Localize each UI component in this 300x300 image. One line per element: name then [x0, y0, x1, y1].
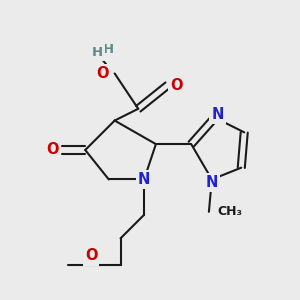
Text: N: N — [138, 172, 150, 187]
Text: H: H — [92, 46, 103, 59]
Text: H: H — [103, 44, 114, 56]
Text: CH₃: CH₃ — [218, 205, 243, 218]
Text: O: O — [97, 66, 109, 81]
Text: O: O — [170, 78, 183, 93]
Text: O: O — [46, 142, 59, 158]
Text: O: O — [85, 248, 98, 263]
Text: N: N — [206, 175, 218, 190]
Text: N: N — [212, 107, 224, 122]
